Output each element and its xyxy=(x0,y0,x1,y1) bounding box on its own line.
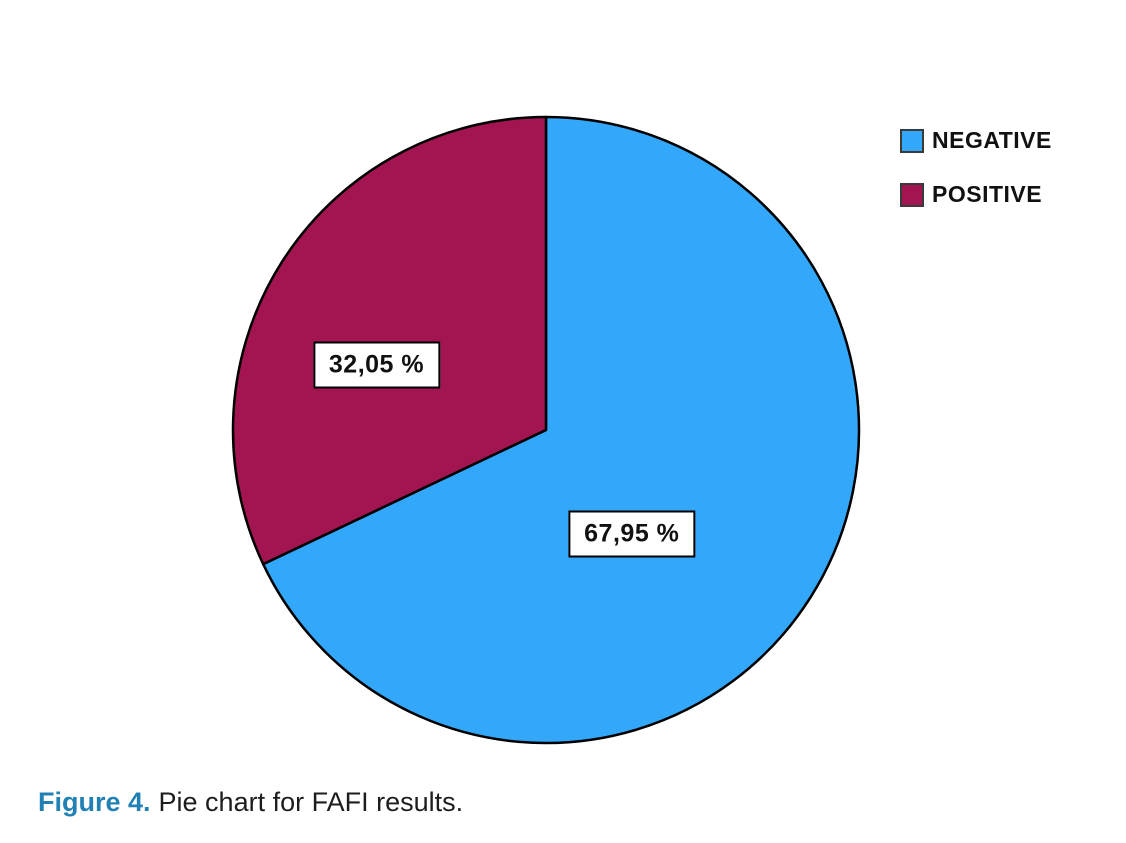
legend-item-negative: NEGATIVE xyxy=(900,127,1052,154)
legend-label-negative: NEGATIVE xyxy=(932,127,1052,153)
legend: NEGATIVE POSITIVE xyxy=(900,127,1052,235)
legend-swatch-positive xyxy=(900,182,924,207)
legend-item-positive: POSITIVE xyxy=(900,181,1052,208)
slice-value-label-negative: 67,95 % xyxy=(568,510,696,558)
legend-swatch-negative xyxy=(900,128,924,153)
pie-slice-positive xyxy=(231,115,548,566)
figure-caption-label: Figure 4. xyxy=(38,787,151,817)
slice-value-label-positive: 32,05 % xyxy=(312,341,441,389)
legend-label-positive: POSITIVE xyxy=(932,181,1043,207)
pie-slice-negative xyxy=(261,115,861,745)
figure-caption: Figure 4. Pie chart for FAFI results. xyxy=(38,787,463,818)
figure-caption-text: Pie chart for FAFI results. xyxy=(158,787,464,817)
